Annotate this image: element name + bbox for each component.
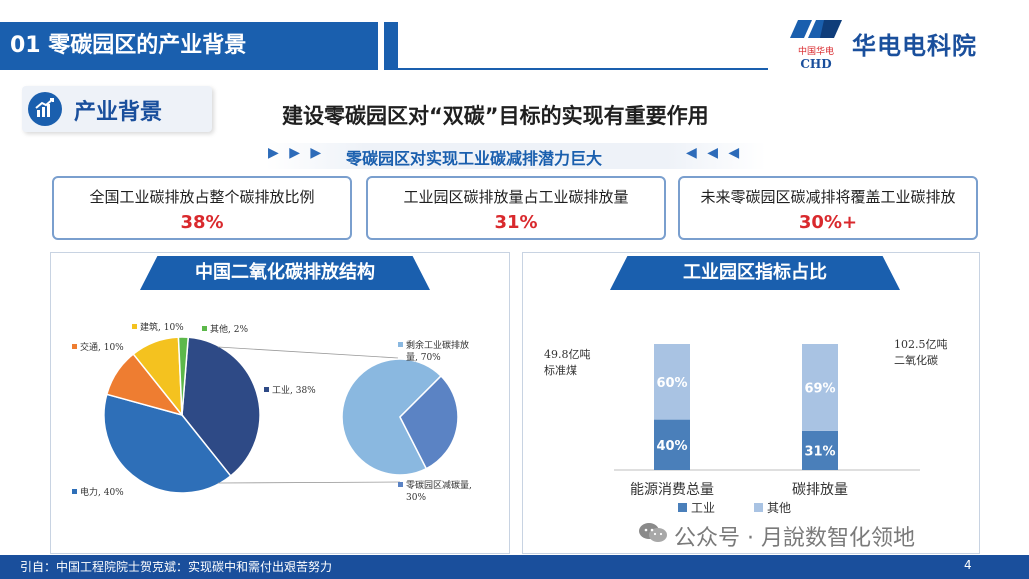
co2-structure-title: 中国二氧化碳排放结构: [140, 256, 430, 290]
chart-growth-icon: [28, 92, 62, 126]
page-number: 4: [964, 558, 972, 572]
legend-swatch: [754, 503, 763, 512]
footer-source: 引自：中国工程院院士贺克斌：实现碳中和需付出艰苦努力: [20, 560, 333, 574]
legend-label: 工业: [691, 501, 715, 515]
bar-label: 40%: [656, 439, 687, 454]
pie-label-marker: [264, 387, 269, 392]
brand-small-en: CHD: [800, 57, 831, 71]
pie-label: 交通, 10%: [80, 341, 124, 353]
wechat-icon: [638, 522, 668, 544]
stat-label: 全国工业碳排放占整个碳排放比例: [89, 188, 315, 206]
sub-pie-slice: [399, 374, 459, 470]
sub-pie-label-marker: [398, 342, 403, 347]
stat-card: 全国工业碳排放占整个碳排放比例 38%: [52, 176, 352, 240]
section-label-text: 产业背景: [74, 100, 163, 125]
subheading-text: 零碳园区对实现工业碳减排潜力巨大: [346, 149, 603, 168]
pie-label-marker: [72, 489, 77, 494]
connector-line: [217, 346, 399, 359]
pie-slice: [181, 336, 261, 477]
footer-bar: [0, 555, 1029, 579]
pie-label: 电力, 40%: [80, 486, 124, 498]
co2-structure-chart: 工业, 38% 电力, 40% 交通, 10% 建筑, 10% 其他, 2% 剩余工业碳…: [72, 321, 472, 503]
bar-label: 69%: [804, 381, 835, 396]
stat-value: 38%: [180, 212, 224, 233]
sub-pie-label: 30%: [406, 493, 426, 503]
stat-label: 工业园区碳排放量占工业碳排放量: [403, 188, 629, 206]
pie-slice: [177, 336, 190, 416]
bar-annotation: 102.5亿吨: [894, 338, 948, 351]
stat-card: 工业园区碳排放量占工业碳排放量 31%: [366, 176, 666, 240]
page-title: 01 零碳园区的产业背景: [0, 22, 378, 70]
title-accent: [384, 22, 398, 70]
sub-pie-label: 量, 70%: [406, 352, 441, 363]
brand: 中国华电 CHD 华电电科院: [790, 16, 1020, 76]
pie-label-marker: [72, 344, 77, 349]
pie-label: 建筑, 10%: [140, 321, 184, 333]
sub-pie-label: 零碳园区减碳量,: [406, 479, 472, 491]
watermark-text: 公众号 · 月說数智化领地: [674, 526, 915, 551]
bar-label: 31%: [804, 444, 835, 459]
stat-label: 未来零碳园区碳减排将覆盖工业碳排放: [700, 188, 956, 206]
right-arrows-icon: ▶ ▶ ▶: [268, 145, 325, 161]
stat-value: 31%: [494, 212, 538, 233]
connector-line: [217, 481, 401, 484]
stat-card: 未来零碳园区碳减排将覆盖工业碳排放 30%+: [678, 176, 978, 240]
slide-heading: 建设零碳园区对“双碳”目标的实现有重要作用: [282, 104, 709, 128]
subheading-band: [266, 143, 766, 169]
bar-segment: [654, 419, 690, 470]
category-label: 碳排放量: [792, 482, 848, 498]
pie-label: 其他, 2%: [210, 323, 248, 335]
brand-small-cn: 中国华电: [798, 45, 834, 57]
legend-swatch: [678, 503, 687, 512]
bar-annotation: 49.8亿吨: [544, 348, 591, 361]
bar-segment: [802, 430, 838, 470]
pie-label-marker: [202, 326, 207, 331]
bar-segment: [802, 344, 838, 431]
sub-pie-label-marker: [398, 482, 403, 487]
category-label: 能源消费总量: [630, 482, 714, 498]
park-index-panel: [522, 252, 980, 554]
sub-pie-slice: [341, 358, 443, 476]
bar-label: 60%: [656, 376, 687, 391]
legend-label: 其他: [767, 501, 791, 515]
bar-annotation: 标准煤: [544, 363, 577, 377]
bar-annotation: 二氧化碳: [894, 353, 938, 367]
pie-slice: [103, 393, 232, 494]
stat-value: 30%+: [798, 212, 858, 233]
title-rule: [398, 68, 768, 70]
section-label: 产业背景: [22, 86, 212, 132]
chd-logo-icon: 中国华电 CHD: [790, 16, 842, 72]
brand-name: 华电电科院: [852, 32, 977, 60]
sub-pie-label: 剩余工业碳排放: [406, 339, 469, 351]
bar-segment: [654, 344, 690, 420]
park-index-title: 工业园区指标占比: [610, 256, 900, 290]
pie-label-marker: [132, 324, 137, 329]
left-arrows-icon: ◀ ◀ ◀: [686, 145, 743, 161]
pie-label: 工业, 38%: [272, 385, 316, 396]
